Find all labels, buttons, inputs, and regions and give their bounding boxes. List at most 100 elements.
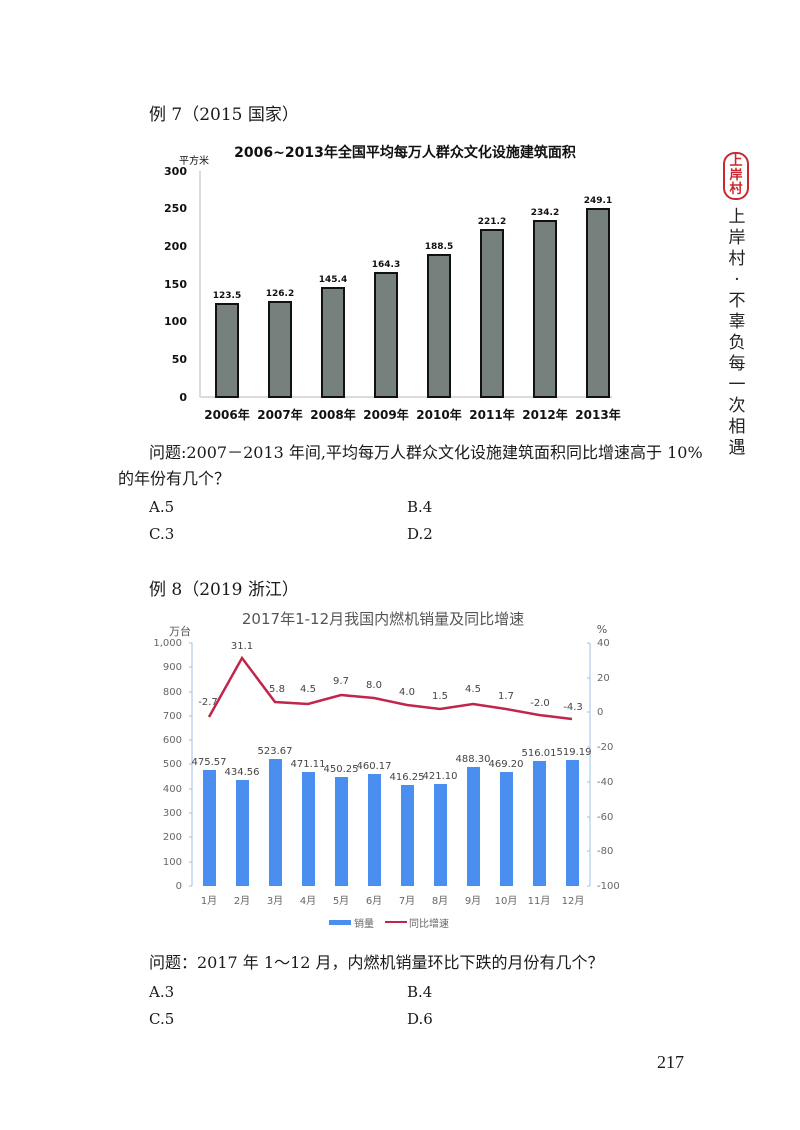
svg-text:50: 50 (172, 353, 188, 366)
svg-text:9.7: 9.7 (333, 676, 349, 687)
legend-label-growth: 同比增速 (409, 917, 449, 930)
chart2-line-labels: -2.7 31.1 5.8 4.5 9.7 8.0 4.0 1.5 4.5 1.… (198, 641, 583, 713)
svg-text:200: 200 (164, 240, 187, 253)
svg-text:5月: 5月 (333, 895, 349, 907)
slogan-char: 每 (728, 354, 746, 374)
brand-seal-logo: 上 岸 村 (723, 152, 749, 200)
svg-text:2010年: 2010年 (416, 407, 461, 422)
svg-text:516.01: 516.01 (522, 748, 557, 759)
bar-jul (401, 785, 414, 886)
example7-option-a[interactable]: A.5 (149, 498, 175, 516)
chart1-bars (215, 208, 610, 398)
svg-text:-100: -100 (597, 881, 620, 892)
bar-dec (566, 760, 579, 886)
example8-option-b[interactable]: B.4 (407, 983, 433, 1001)
seal-char: 村 (729, 182, 743, 197)
svg-text:450.25: 450.25 (324, 764, 359, 775)
svg-text:4.0: 4.0 (399, 687, 415, 698)
page-number: 217 (657, 1052, 684, 1072)
example7-question-cont: 的年份有几个？ (118, 469, 231, 488)
example8-question: 问题：2017 年 1～12 月，内燃机销量环比下跌的月份有几个？ (149, 953, 604, 972)
svg-text:4月: 4月 (300, 895, 316, 907)
svg-text:10月: 10月 (495, 895, 518, 907)
svg-text:475.57: 475.57 (192, 757, 227, 768)
chart2-ylabel: 万台 (169, 624, 191, 638)
chart1-ylabel: 平方米 (179, 154, 209, 167)
svg-text:164.3: 164.3 (372, 260, 400, 270)
svg-text:20: 20 (597, 673, 610, 684)
svg-text:-40: -40 (597, 777, 613, 788)
svg-text:9月: 9月 (465, 895, 481, 907)
svg-text:460.17: 460.17 (357, 761, 392, 772)
svg-text:5.8: 5.8 (269, 684, 285, 695)
bar-mar (269, 759, 282, 886)
svg-text:40: 40 (597, 638, 610, 649)
chart-engine-sales: 2017年1-12月我国内燃机销量及同比增速 万台 % 0 100 200 30… (153, 610, 620, 930)
svg-text:2007年: 2007年 (257, 407, 302, 422)
slogan-char: 不 (728, 291, 746, 311)
svg-text:100: 100 (163, 857, 182, 868)
chart2-xticks: 1月 2月 3月 4月 5月 6月 7月 8月 9月 10月 11月 12月 (201, 895, 585, 907)
example7-option-d[interactable]: D.2 (407, 525, 433, 543)
example7-option-b[interactable]: B.4 (407, 498, 433, 516)
svg-text:0: 0 (176, 881, 182, 892)
svg-text:600: 600 (163, 735, 182, 746)
bar-2010 (427, 254, 451, 398)
bar-nov (533, 761, 546, 886)
chart1-xticks: 2006年 2007年 2008年 2009年 2010年 2011年 2012… (204, 407, 620, 422)
bar-2006 (215, 303, 239, 398)
svg-text:-4.3: -4.3 (563, 702, 583, 713)
svg-text:2月: 2月 (234, 895, 250, 907)
example7-option-c[interactable]: C.3 (149, 525, 175, 543)
bar-apr (302, 772, 315, 886)
chart-building-area: 2006~2013年全国平均每万人群众文化设施建筑面积 平方米 0 50 100… (164, 144, 621, 422)
svg-text:12月: 12月 (562, 895, 585, 907)
svg-text:126.2: 126.2 (266, 289, 294, 299)
bar-jan (203, 770, 216, 886)
slogan-char: 相 (728, 417, 746, 437)
svg-text:250: 250 (164, 202, 187, 215)
svg-text:-60: -60 (597, 812, 613, 823)
slogan-char: 村 (728, 249, 746, 269)
svg-text:8月: 8月 (432, 895, 448, 907)
slogan-char: 岸 (728, 228, 746, 248)
svg-text:249.1: 249.1 (584, 196, 612, 206)
slogan-char: 辜 (728, 312, 746, 332)
slogan-char: 负 (728, 333, 746, 353)
svg-text:8.0: 8.0 (366, 680, 382, 691)
bar-oct (500, 772, 513, 886)
chart2-bars (203, 759, 579, 886)
bar-2013 (586, 208, 610, 398)
svg-text:500: 500 (163, 759, 182, 770)
bar-sep (467, 767, 480, 886)
svg-text:-2.7: -2.7 (198, 697, 218, 708)
svg-text:800: 800 (163, 687, 182, 698)
chart2-title: 2017年1-12月我国内燃机销量及同比增速 (242, 610, 524, 628)
svg-text:0: 0 (179, 391, 187, 404)
svg-text:523.67: 523.67 (258, 746, 293, 757)
svg-text:234.2: 234.2 (531, 208, 559, 218)
svg-text:3月: 3月 (267, 895, 283, 907)
example8-option-c[interactable]: C.5 (149, 1010, 175, 1028)
svg-text:900: 900 (163, 662, 182, 673)
chart2-growth-line (207, 655, 573, 721)
slogan-char: 上 (728, 207, 746, 227)
slogan-char: 次 (728, 396, 746, 416)
svg-text:200: 200 (163, 832, 182, 843)
svg-text:-2.0: -2.0 (530, 698, 550, 709)
svg-text:7月: 7月 (399, 895, 415, 907)
slogan-char: 一 (728, 375, 746, 395)
svg-text:0: 0 (597, 707, 603, 718)
svg-text:145.4: 145.4 (319, 275, 347, 285)
example8-option-a[interactable]: A.3 (149, 983, 175, 1001)
example8-option-d[interactable]: D.6 (407, 1010, 433, 1028)
svg-text:1.5: 1.5 (432, 691, 448, 702)
chart2-legend: 销量 同比增速 (329, 917, 449, 930)
svg-text:400: 400 (163, 784, 182, 795)
svg-text:421.10: 421.10 (423, 771, 458, 782)
chart2-y2ticks: 40 20 0 -20 -40 -60 -80 -100 (597, 638, 620, 892)
svg-text:2012年: 2012年 (522, 407, 567, 422)
slogan-char: · (734, 270, 740, 290)
bar-2011 (480, 229, 504, 398)
svg-text:2008年: 2008年 (310, 407, 355, 422)
